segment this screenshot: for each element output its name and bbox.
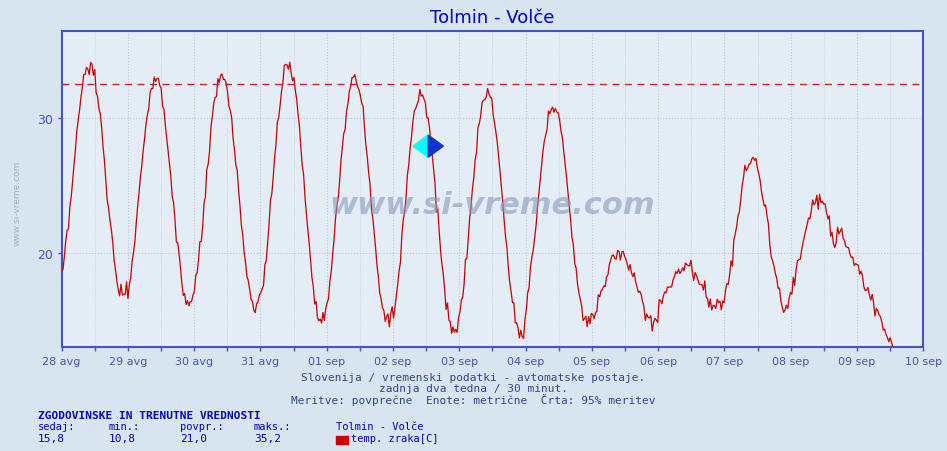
Text: ZGODOVINSKE IN TRENUTNE VREDNOSTI: ZGODOVINSKE IN TRENUTNE VREDNOSTI (38, 410, 260, 420)
Text: 35,2: 35,2 (254, 433, 281, 443)
Text: Slovenija / vremenski podatki - avtomatske postaje.: Slovenija / vremenski podatki - avtomats… (301, 372, 646, 382)
Text: maks.:: maks.: (254, 421, 292, 431)
Text: sedaj:: sedaj: (38, 421, 76, 431)
Polygon shape (428, 136, 443, 158)
Text: povpr.:: povpr.: (180, 421, 223, 431)
Text: Meritve: povprečne  Enote: metrične  Črta: 95% meritev: Meritve: povprečne Enote: metrične Črta:… (292, 393, 655, 405)
Text: temp. zraka[C]: temp. zraka[C] (351, 433, 438, 443)
Text: 10,8: 10,8 (109, 433, 136, 443)
Text: 21,0: 21,0 (180, 433, 207, 443)
Polygon shape (413, 136, 428, 158)
Text: www.si-vreme.com: www.si-vreme.com (12, 161, 22, 245)
Text: Tolmin - Volče: Tolmin - Volče (336, 421, 423, 431)
Text: min.:: min.: (109, 421, 140, 431)
Polygon shape (413, 136, 443, 147)
Text: www.si-vreme.com: www.si-vreme.com (330, 191, 655, 220)
Text: zadnja dva tedna / 30 minut.: zadnja dva tedna / 30 minut. (379, 383, 568, 393)
Text: 15,8: 15,8 (38, 433, 65, 443)
Title: Tolmin - Volče: Tolmin - Volče (430, 9, 555, 27)
